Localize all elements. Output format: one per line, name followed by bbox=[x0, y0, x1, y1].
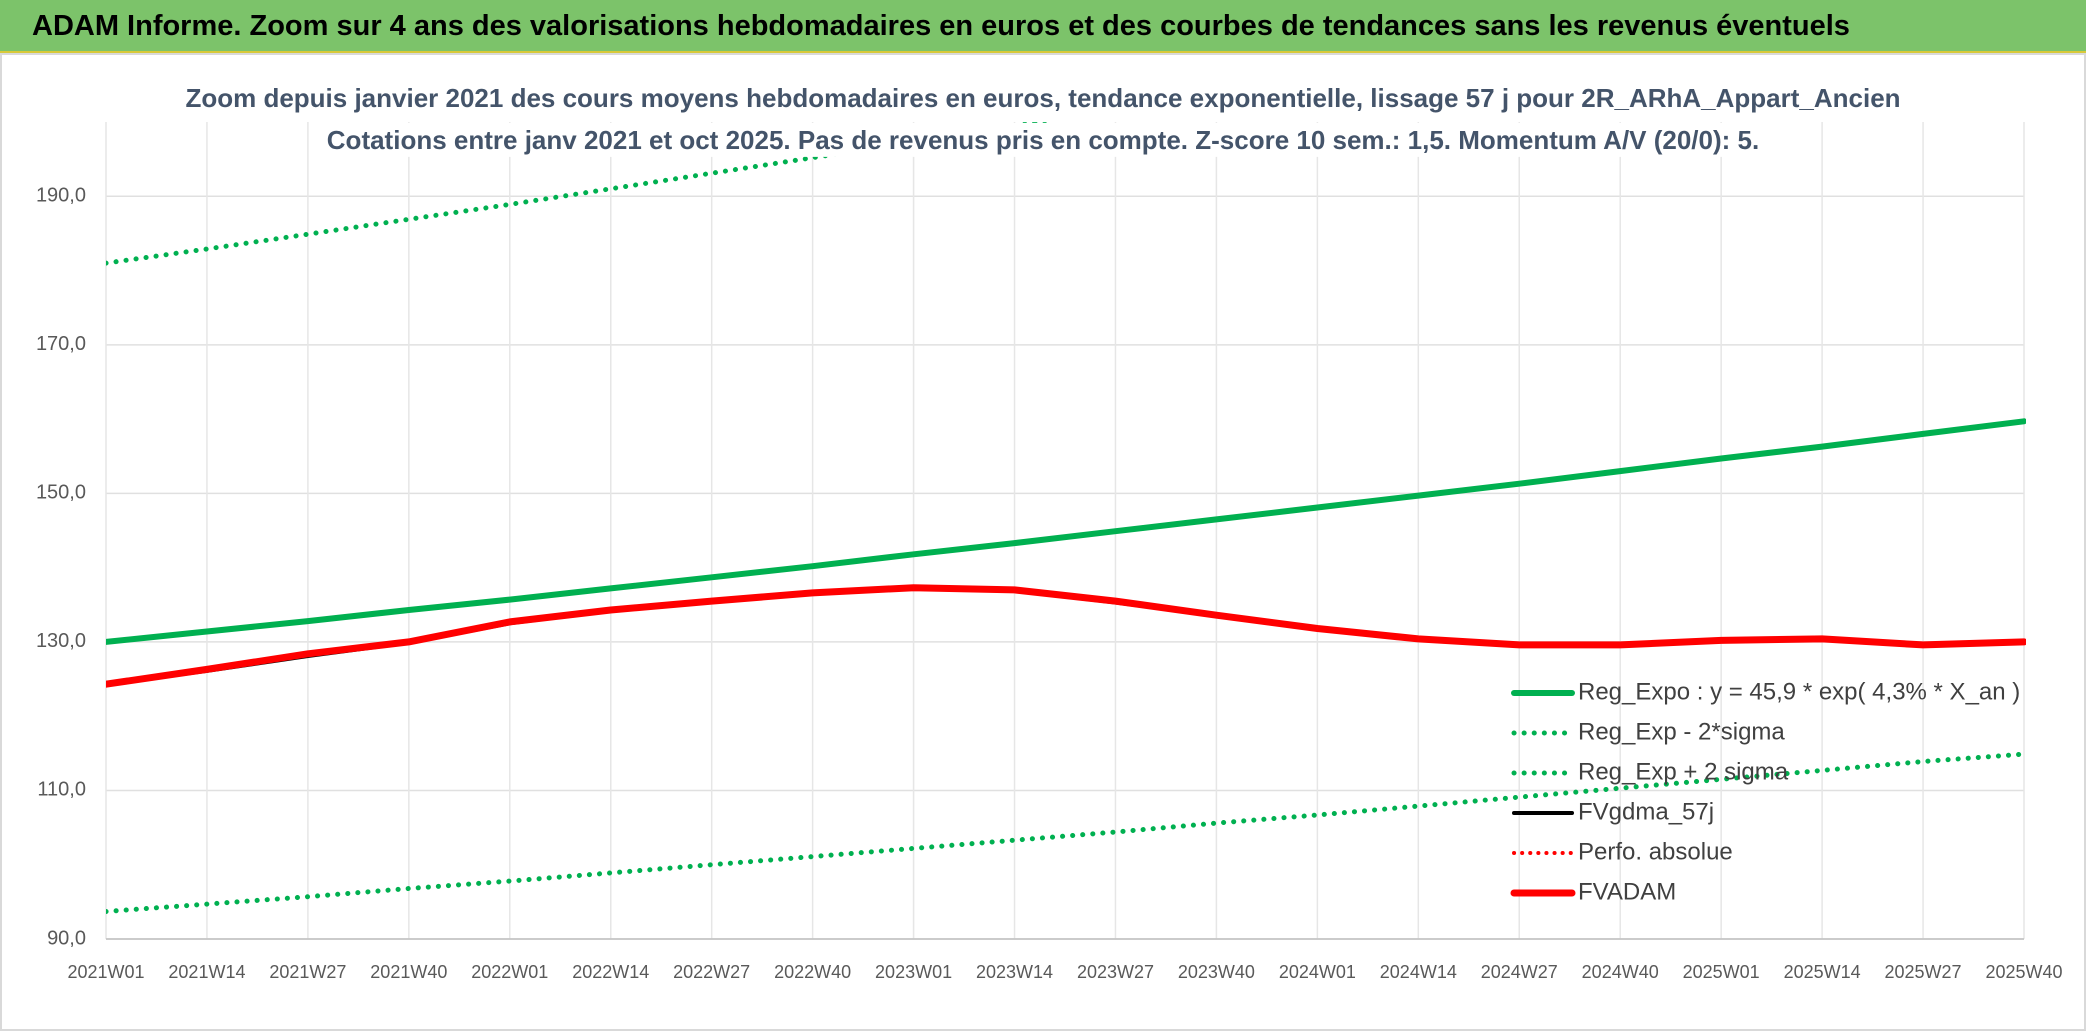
chart-subtitle: Cotations entre janv 2021 et oct 2025. P… bbox=[327, 125, 1759, 155]
x-tick-label: 2023W01 bbox=[875, 962, 952, 982]
title-background bbox=[181, 80, 1905, 115]
x-tick-label: 2023W14 bbox=[976, 962, 1053, 982]
x-tick-label: 2021W14 bbox=[168, 962, 245, 982]
x-tick-label: 2021W01 bbox=[67, 962, 144, 982]
legend-label: FVgdma_57j bbox=[1578, 798, 1714, 825]
legend-label: Perfo. absolue bbox=[1578, 838, 1733, 865]
x-tick-label: 2025W01 bbox=[1683, 962, 1760, 982]
x-tick-label: 2023W40 bbox=[1178, 962, 1255, 982]
series-line bbox=[106, 584, 2026, 688]
series-line bbox=[106, 418, 2026, 645]
title-background bbox=[322, 122, 1764, 157]
x-tick-label: 2025W40 bbox=[1985, 962, 2062, 982]
x-tick-label: 2021W40 bbox=[370, 962, 447, 982]
x-tick-label: 2022W40 bbox=[774, 962, 851, 982]
legend-label: Reg_Exp - 2*sigma bbox=[1578, 718, 1785, 745]
y-tick-label: 110,0 bbox=[37, 779, 86, 801]
chart: Zoom depuis janvier 2021 des cours moyen… bbox=[0, 53, 2086, 1031]
y-tick-label: 190,0 bbox=[36, 185, 86, 207]
x-tick-label: 2025W14 bbox=[1784, 962, 1861, 982]
x-tick-label: 2024W27 bbox=[1481, 962, 1558, 982]
y-tick-label: 170,0 bbox=[36, 333, 86, 355]
x-tick-label: 2023W27 bbox=[1077, 962, 1154, 982]
x-tick-label: 2024W14 bbox=[1380, 962, 1457, 982]
y-tick-label: 90,0 bbox=[47, 927, 86, 949]
y-tick-label: 130,0 bbox=[36, 630, 86, 652]
x-tick-label: 2024W01 bbox=[1279, 962, 1356, 982]
y-tick-label: 150,0 bbox=[36, 482, 86, 504]
x-tick-label: 2025W27 bbox=[1885, 962, 1962, 982]
x-tick-label: 2022W01 bbox=[471, 962, 548, 982]
header-title: ADAM Informe. Zoom sur 4 ans des valoris… bbox=[32, 10, 1850, 42]
x-tick-label: 2021W27 bbox=[269, 962, 346, 982]
x-tick-label: 2022W14 bbox=[572, 962, 649, 982]
header-bar: ADAM Informe. Zoom sur 4 ans des valoris… bbox=[0, 0, 2086, 53]
x-tick-label: 2024W40 bbox=[1582, 962, 1659, 982]
x-tick-label: 2022W27 bbox=[673, 962, 750, 982]
legend-label: Reg_Exp + 2 sigma bbox=[1578, 758, 1789, 785]
legend-label: FVADAM bbox=[1578, 878, 1676, 905]
chart-title: Zoom depuis janvier 2021 des cours moyen… bbox=[185, 83, 1900, 113]
series-line bbox=[106, 751, 2026, 914]
legend-label: Reg_Expo : y = 45,9 * exp( 4,3% * X_an ) bbox=[1578, 678, 2020, 705]
series-line bbox=[106, 122, 1054, 266]
